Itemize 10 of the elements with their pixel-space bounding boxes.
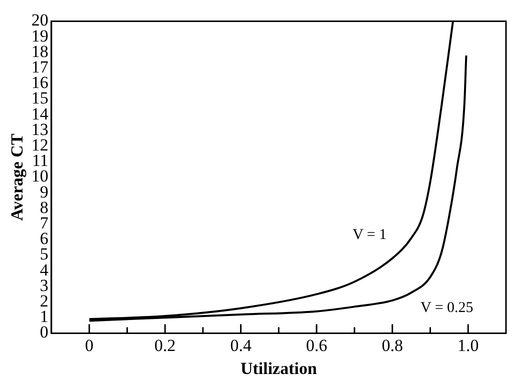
x-axis-title: Utilization: [240, 359, 318, 378]
x-tick-label: 0.6: [306, 336, 328, 355]
annotation: V = 1: [352, 226, 387, 243]
x-tick-label: 1.0: [457, 336, 479, 355]
x-tick-label: 0.4: [230, 336, 252, 355]
annotation: V = 0.25: [420, 300, 474, 316]
y-axis-title: Average CT: [8, 133, 27, 221]
x-tick-label: 0: [85, 336, 94, 355]
x-tick-label: 0.2: [154, 336, 176, 355]
x-tick-label: 0.8: [382, 336, 403, 355]
